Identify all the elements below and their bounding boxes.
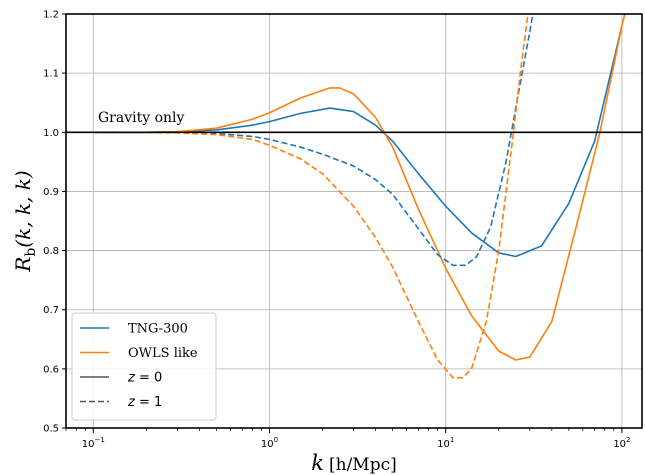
y-axis-label-text: Rb(k, k, k) <box>11 170 39 272</box>
legend: TNG-300 OWLS like z = 0 z = 1 <box>71 312 217 421</box>
legend-box <box>71 312 217 421</box>
x-axis-label: k [h/Mpc] <box>311 451 397 475</box>
y-tick-label: 0.9 <box>43 187 59 198</box>
ticks: 0.5 0.6 0.7 0.8 0.9 1.0 1.1 1.2 10−1 100 101 102 <box>43 10 630 451</box>
y-tick-label: 0.8 <box>43 246 59 257</box>
svg-text:k[h/Mpc]: k [h/Mpc] <box>311 451 397 475</box>
series-line-owls-like-z0 <box>93 14 626 361</box>
legend-label: z = 0 <box>127 371 162 386</box>
y-axis-label: Rb(k, k, k) <box>11 170 39 272</box>
legend-label: TNG-300 <box>128 322 188 337</box>
y-tick-label: 1.2 <box>43 10 59 21</box>
series-line-owls-like-z1 <box>93 14 529 379</box>
y-tick-label: 0.7 <box>43 305 59 316</box>
series-line-tng-300-z1 <box>93 14 534 267</box>
y-tick-label: 0.5 <box>43 424 59 435</box>
legend-label: OWLS like <box>128 346 198 361</box>
x-tick-label: 102 <box>613 436 630 450</box>
x-tick-label: 10−1 <box>82 436 105 450</box>
legend-label: z = 1 <box>127 395 162 410</box>
y-tick-label: 0.6 <box>43 364 59 375</box>
x-tick-label: 101 <box>437 436 454 450</box>
plot-frame <box>65 13 643 429</box>
reference-line-label: Gravity only <box>98 110 185 126</box>
y-tick-label: 1.1 <box>43 69 59 80</box>
y-tick-label: 1.0 <box>43 128 59 139</box>
x-tick-label: 100 <box>261 436 278 450</box>
series-layer <box>93 14 626 379</box>
